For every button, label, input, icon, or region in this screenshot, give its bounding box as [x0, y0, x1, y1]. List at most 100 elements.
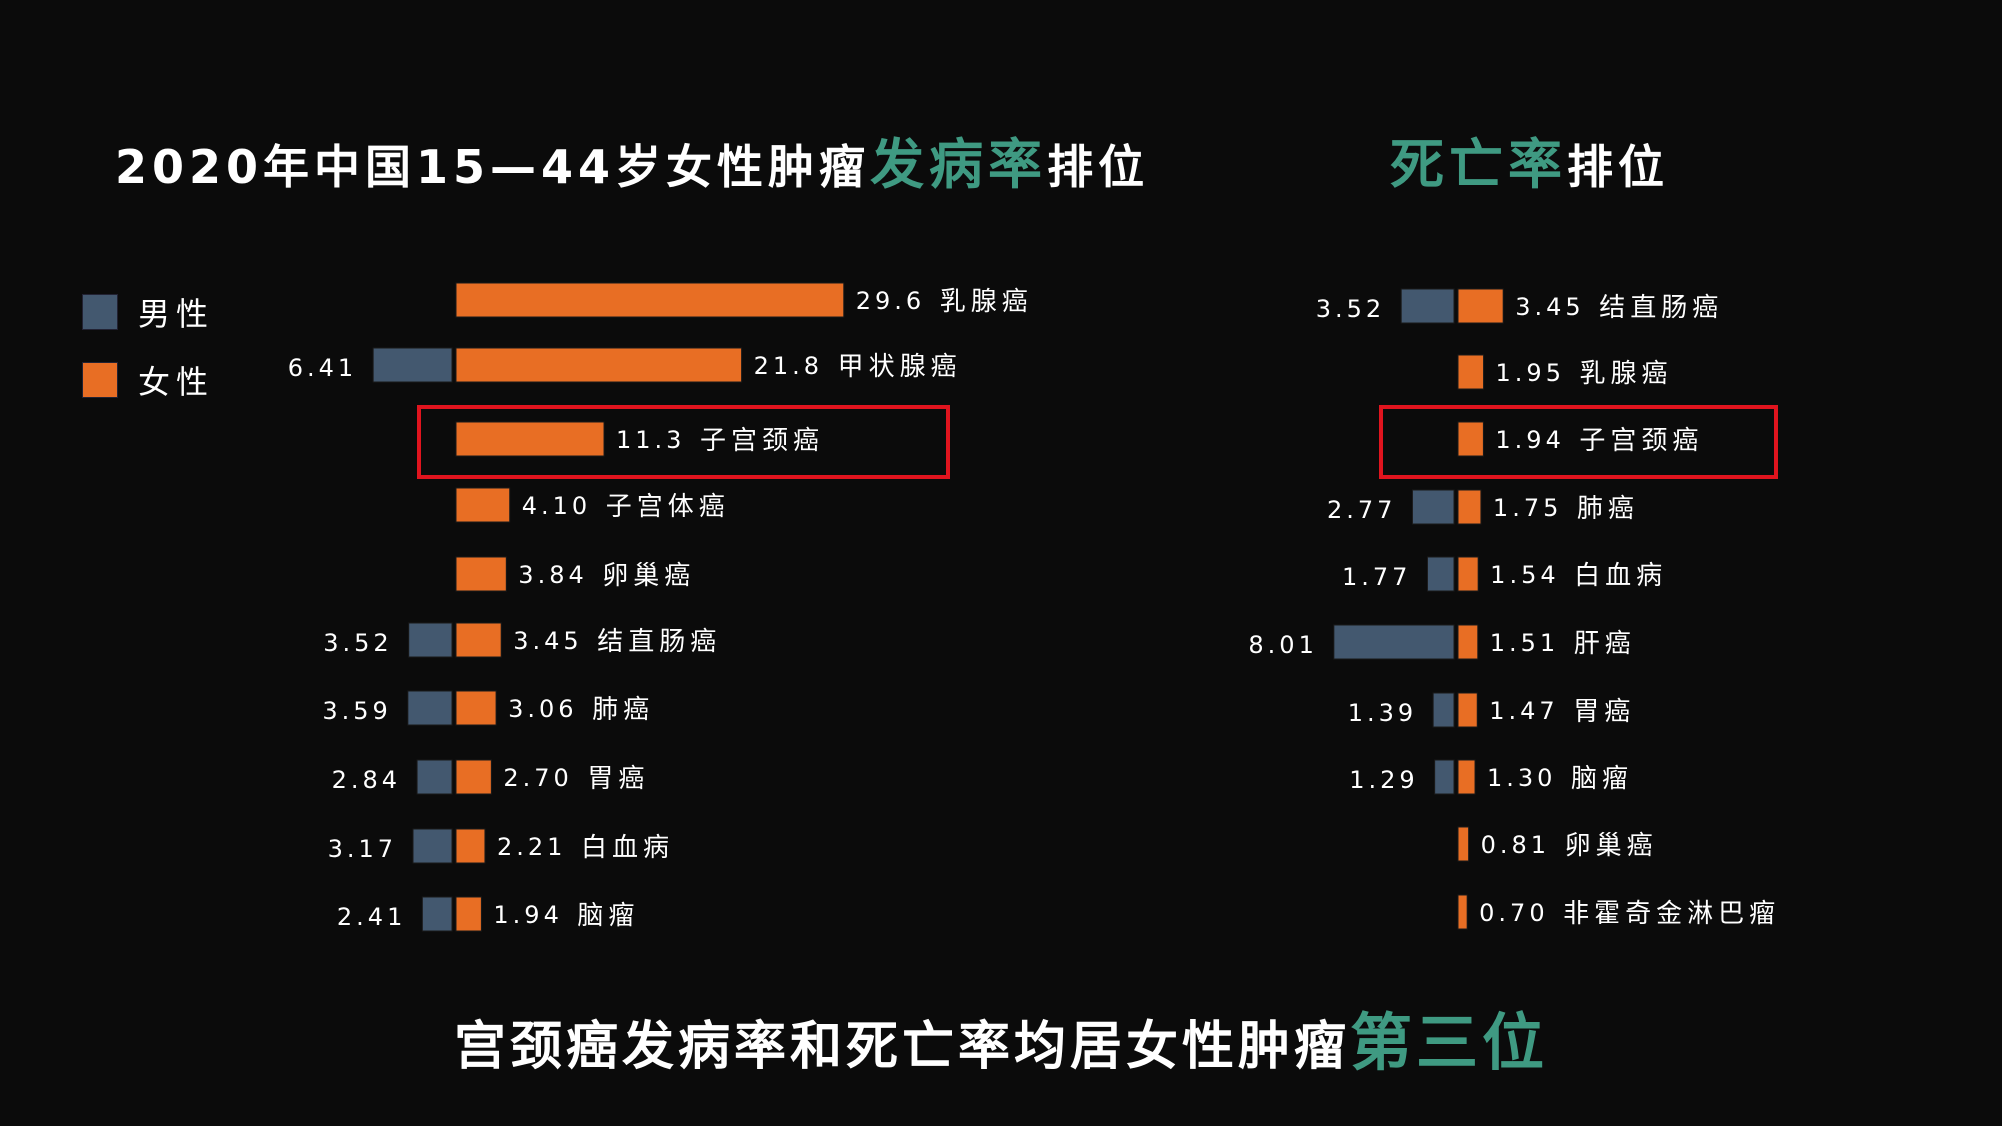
incidence-label-male-7: 2.84 — [332, 766, 401, 794]
incidence-label-female-7: 2.70 — [503, 764, 572, 792]
mortality-bar-female-9 — [1457, 894, 1468, 930]
mortality-label-female-0: 3.45 — [1515, 293, 1584, 321]
incidence-category-1: 甲状腺癌 — [838, 352, 962, 382]
mortality-bar-female-1 — [1457, 354, 1485, 390]
mortality-label-male-0: 3.52 — [1316, 295, 1385, 323]
incidence-bar-female-8 — [455, 828, 486, 864]
incidence-bar-female-7 — [455, 759, 492, 795]
mortality-bar-male-3 — [1411, 489, 1455, 525]
legend-item-female: 女性 — [82, 346, 214, 414]
incidence-bar-female-2 — [455, 421, 605, 457]
incidence-title-prefix: 2020年中国15—44岁女性肿瘤 — [115, 140, 871, 194]
incidence-bar-male-8 — [412, 828, 453, 864]
mortality-label-male-4: 1.77 — [1342, 563, 1411, 591]
mortality-title-suffix: 排位 — [1567, 140, 1669, 194]
incidence-bar-female-4 — [455, 556, 507, 592]
mortality-bar-male-4 — [1426, 556, 1455, 592]
legend-label-female: 女性 — [138, 363, 215, 401]
incidence-label-male-6: 3.59 — [322, 697, 391, 725]
incidence-category-6: 肺癌 — [592, 695, 654, 725]
mortality-bar-female-7 — [1457, 759, 1476, 795]
incidence-bar-female-6 — [455, 690, 497, 726]
incidence-category-2: 子宫颈癌 — [700, 426, 824, 456]
incidence-bar-female-3 — [455, 487, 511, 523]
incidence-bar-male-1 — [372, 347, 453, 383]
incidence-bar-female-5 — [455, 622, 502, 658]
incidence-category-3: 子宫体癌 — [606, 492, 730, 522]
mortality-bar-male-0 — [1400, 288, 1455, 324]
incidence-label-male-1: 6.41 — [288, 354, 357, 382]
mortality-bar-female-5 — [1457, 624, 1479, 660]
mortality-label-male-3: 2.77 — [1327, 496, 1396, 524]
legend-swatch-female — [82, 362, 118, 398]
mortality-title: 死亡率排位 — [1390, 120, 1669, 199]
mortality-bar-female-4 — [1457, 556, 1479, 592]
incidence-title-highlight: 发病率 — [870, 133, 1048, 196]
mortality-category-7: 脑瘤 — [1571, 764, 1633, 794]
footer-prefix: 宫颈癌发病率和死亡率均居女性肿瘤 — [453, 1017, 1350, 1077]
incidence-title-suffix: 排位 — [1047, 140, 1150, 194]
mortality-category-2: 子宫颈癌 — [1579, 426, 1703, 456]
incidence-category-0: 乳腺癌 — [940, 287, 1033, 317]
incidence-label-female-1: 21.8 — [754, 352, 823, 380]
incidence-category-4: 卵巢癌 — [602, 561, 695, 591]
mortality-category-8: 卵巢癌 — [1565, 831, 1658, 861]
incidence-label-female-0: 29.6 — [856, 287, 925, 315]
mortality-category-4: 白血病 — [1574, 561, 1667, 591]
incidence-bar-male-6 — [407, 690, 453, 726]
mortality-category-1: 乳腺癌 — [1580, 359, 1673, 389]
legend-label-male: 男性 — [138, 295, 215, 333]
mortality-highlight-box — [1379, 405, 1778, 479]
incidence-label-female-6: 3.06 — [508, 695, 577, 723]
legend-item-male: 男性 — [82, 278, 214, 346]
mortality-bar-male-5 — [1333, 624, 1455, 660]
incidence-label-female-9: 1.94 — [493, 901, 562, 929]
incidence-label-female-2: 11.3 — [616, 426, 685, 454]
mortality-bar-female-3 — [1457, 489, 1482, 525]
incidence-bar-female-1 — [455, 347, 743, 383]
mortality-label-female-3: 1.75 — [1493, 494, 1562, 522]
footer-conclusion: 宫颈癌发病率和死亡率均居女性肿瘤第三位 — [0, 992, 2002, 1082]
incidence-bar-female-9 — [455, 896, 482, 932]
incidence-label-male-9: 2.41 — [337, 903, 406, 931]
mortality-label-female-6: 1.47 — [1489, 697, 1558, 725]
mortality-bar-female-8 — [1457, 826, 1470, 862]
incidence-label-female-4: 3.84 — [518, 561, 587, 589]
incidence-highlight-box — [417, 405, 950, 479]
mortality-label-female-9: 0.70 — [1479, 899, 1548, 927]
mortality-label-male-6: 1.39 — [1348, 699, 1417, 727]
incidence-bar-male-5 — [408, 622, 453, 658]
mortality-label-female-4: 1.54 — [1490, 561, 1559, 589]
incidence-label-female-5: 3.45 — [513, 627, 582, 655]
mortality-label-male-5: 8.01 — [1248, 631, 1317, 659]
mortality-label-female-5: 1.51 — [1490, 629, 1559, 657]
incidence-label-male-5: 3.52 — [323, 629, 392, 657]
mortality-category-0: 结直肠癌 — [1599, 293, 1723, 323]
mortality-label-female-2: 1.94 — [1495, 426, 1564, 454]
mortality-title-highlight: 死亡率 — [1390, 133, 1567, 196]
incidence-category-8: 白血病 — [581, 833, 674, 863]
mortality-label-female-1: 1.95 — [1496, 359, 1565, 387]
incidence-label-female-3: 4.10 — [522, 492, 591, 520]
incidence-category-5: 结直肠癌 — [597, 627, 721, 657]
mortality-bar-female-2 — [1457, 421, 1484, 457]
mortality-label-female-7: 1.30 — [1487, 764, 1556, 792]
legend-swatch-male — [82, 294, 118, 330]
mortality-label-male-7: 1.29 — [1349, 766, 1418, 794]
footer-highlight: 第三位 — [1350, 1006, 1549, 1079]
incidence-label-female-8: 2.21 — [497, 833, 566, 861]
mortality-bar-male-7 — [1434, 759, 1455, 795]
mortality-label-female-8: 0.81 — [1481, 831, 1550, 859]
legend: 男性 女性 — [82, 278, 214, 414]
incidence-category-9: 脑瘤 — [577, 901, 639, 931]
incidence-label-male-8: 3.17 — [328, 835, 397, 863]
mortality-category-3: 肺癌 — [1577, 494, 1639, 524]
mortality-category-9: 非霍奇金淋巴瘤 — [1563, 899, 1780, 929]
incidence-title: 2020年中国15—44岁女性肿瘤发病率排位 — [115, 120, 1149, 199]
mortality-bar-female-6 — [1457, 692, 1478, 728]
incidence-category-7: 胃癌 — [587, 764, 649, 794]
incidence-bar-female-0 — [455, 282, 845, 318]
mortality-bar-male-6 — [1432, 692, 1455, 728]
incidence-bar-male-9 — [421, 896, 453, 932]
